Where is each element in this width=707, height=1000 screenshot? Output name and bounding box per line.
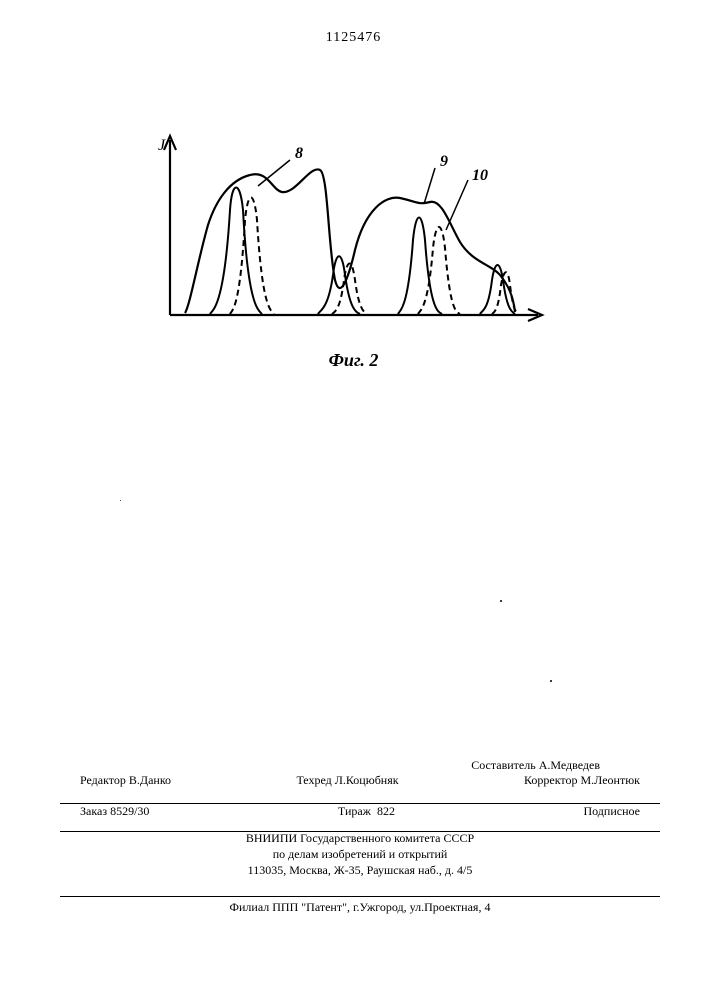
tirazh-value: 822 xyxy=(377,804,395,818)
order: Заказ 8529/30 xyxy=(80,804,149,819)
techred-label: Техред xyxy=(296,773,331,787)
leader-10 xyxy=(446,180,468,230)
org-line-1: ВНИИПИ Государственного комитета СССР xyxy=(80,830,640,846)
envelope-curve xyxy=(185,169,515,313)
compiler: Составитель А.Медведев xyxy=(471,758,600,773)
tirazh-label: Тираж xyxy=(338,804,371,818)
figure-caption: Фиг. 2 xyxy=(0,350,707,371)
branch-line: Филиал ППП "Патент", г.Ужгород, ул.Проек… xyxy=(80,900,640,915)
noise-speck xyxy=(120,500,121,501)
corrector: Корректор М.Леонтюк xyxy=(524,773,640,788)
compiler-label: Составитель xyxy=(471,758,535,772)
corrector-label: Корректор xyxy=(524,773,578,787)
order-row: Заказ 8529/30 Тираж 822 Подписное xyxy=(80,804,640,819)
leader-8 xyxy=(258,160,290,186)
org-line-2: по делам изобретений и открытий xyxy=(80,846,640,862)
editor: Редактор В.Данко xyxy=(80,773,171,788)
editor-label: Редактор xyxy=(80,773,126,787)
credits-block: Составитель А.Медведев Редактор В.Данко … xyxy=(80,758,640,788)
curve-label-8: 8 xyxy=(295,145,303,162)
curve-label-9: 9 xyxy=(440,153,448,170)
org-block: ВНИИПИ Государственного комитета СССР по… xyxy=(80,830,640,879)
order-label: Заказ xyxy=(80,804,107,818)
noise-speck xyxy=(500,600,502,602)
tirazh: Тираж 822 xyxy=(338,804,395,819)
figure-svg: J 8 9 10 xyxy=(150,130,550,340)
order-no: 8529/30 xyxy=(110,804,149,818)
subscription: Подписное xyxy=(583,804,640,819)
document-number: 1125476 xyxy=(0,30,707,46)
rule-3 xyxy=(60,896,660,897)
corrector-name: М.Леонтюк xyxy=(580,773,640,787)
figure-2: J 8 9 10 xyxy=(150,130,550,340)
editor-name: В.Данко xyxy=(129,773,171,787)
leader-9 xyxy=(424,168,435,204)
techred: Техред Л.Коцюбняк xyxy=(296,773,398,788)
org-line-3: 113035, Москва, Ж-35, Раушская наб., д. … xyxy=(80,862,640,878)
curve-label-10: 10 xyxy=(472,167,488,184)
techred-name: Л.Коцюбняк xyxy=(335,773,399,787)
patent-page: 1125476 J xyxy=(0,0,707,1000)
compiler-name: А.Медведев xyxy=(539,758,600,772)
noise-speck xyxy=(550,680,552,682)
y-axis-label: J xyxy=(158,137,166,154)
